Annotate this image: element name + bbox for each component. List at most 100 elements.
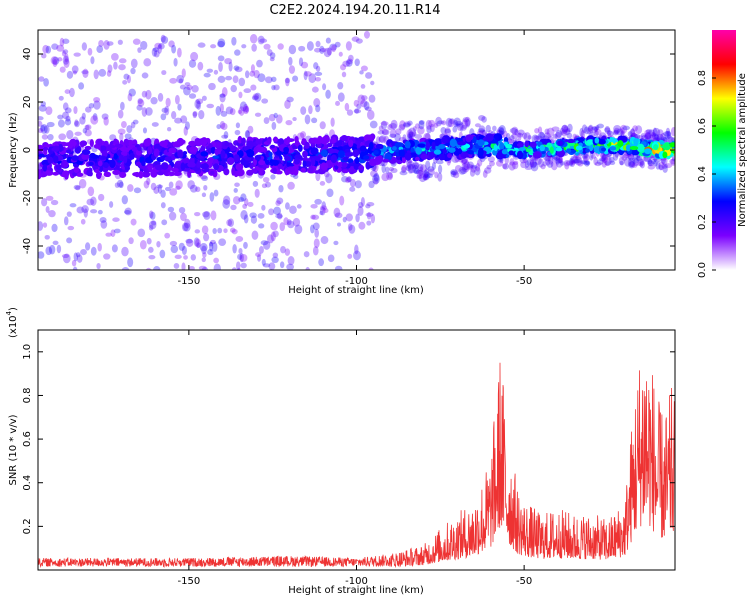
heatmap-cell [223, 131, 229, 139]
heatmap-cell [440, 127, 447, 134]
heatmap-cell [217, 55, 225, 62]
heatmap-cell [90, 209, 98, 214]
heatmap-cell [425, 119, 432, 130]
heatmap-cell [320, 205, 328, 211]
heatmap-cell [220, 122, 228, 131]
heatmap-cell [453, 117, 461, 127]
heatmap-cell [637, 161, 642, 167]
heatmap-cell [217, 40, 225, 48]
heatmap-cell [360, 99, 368, 108]
heatmap-cell [534, 156, 542, 165]
heatmap-cell [234, 129, 241, 136]
heatmap-cell [407, 120, 413, 126]
heatmap-cell [240, 193, 247, 202]
heatmap-cell [263, 240, 271, 250]
heatmap-cell [121, 267, 130, 270]
heatmap-cell [390, 167, 398, 174]
heatmap-cell [628, 157, 636, 168]
heatmap-cell [537, 131, 546, 141]
heatmap-cell [98, 155, 107, 160]
heatmap-cell [286, 136, 291, 144]
heatmap-cell [357, 94, 365, 105]
heatmap-cell [238, 77, 246, 87]
heatmap-cell [563, 126, 569, 133]
heatmap-cell [106, 70, 112, 77]
heatmap-cell [200, 163, 209, 170]
heatmap-cell [596, 159, 604, 165]
heatmap-cell [78, 178, 87, 189]
heatmap-cell [109, 273, 116, 278]
heatmap-cell [249, 212, 257, 219]
svg-text:(x104): (x104) [5, 307, 19, 338]
heatmap-cell [413, 168, 420, 175]
heatmap-cell [349, 162, 356, 167]
heatmap-cell [594, 137, 600, 144]
y-tick-label: 20 [22, 96, 33, 109]
heatmap-cell [586, 139, 595, 145]
heatmap-cell [334, 212, 343, 219]
heatmap-cell [38, 221, 44, 231]
heatmap-cell [468, 150, 474, 155]
heatmap-cell [67, 142, 74, 149]
heatmap-cell [157, 92, 164, 102]
heatmap-cell [208, 143, 213, 148]
heatmap-cell [201, 267, 209, 270]
heatmap-cell [219, 93, 226, 98]
heatmap-cell [135, 149, 142, 156]
heatmap-cell [414, 156, 420, 161]
heatmap-cell [233, 65, 240, 71]
heatmap-cell [616, 128, 624, 136]
heatmap-cell [357, 201, 364, 209]
heatmap-cell [360, 84, 366, 89]
heatmap-cell [186, 238, 194, 248]
heatmap-cell [280, 245, 286, 254]
heatmap-cell [232, 196, 241, 205]
heatmap-cell [354, 156, 360, 165]
heatmap-cell [429, 123, 435, 133]
heatmap-cell [595, 125, 600, 130]
x-tick-label: -100 [345, 276, 368, 287]
heatmap-cell [477, 158, 483, 167]
heatmap-cell [183, 86, 191, 96]
heatmap-cell [98, 39, 104, 47]
heatmap-cell [303, 70, 308, 81]
heatmap-cell [215, 105, 221, 116]
heatmap-cell [184, 218, 191, 229]
heatmap-cell [51, 43, 59, 50]
heatmap-cell [499, 130, 505, 135]
heatmap-cell [239, 253, 248, 262]
heatmap-cell [302, 150, 308, 158]
heatmap-cell [602, 154, 608, 163]
heatmap-cell [129, 270, 133, 278]
heatmap-cell [270, 144, 275, 149]
heatmap-cell [40, 271, 45, 281]
heatmap-cell [181, 222, 189, 232]
heatmap-cell [62, 38, 70, 44]
heatmap-cell [539, 132, 545, 139]
heatmap-cell [618, 156, 625, 166]
heatmap-cell [573, 158, 581, 164]
heatmap-cell [354, 108, 360, 114]
heatmap-cell [310, 147, 319, 155]
heatmap-cell [647, 160, 655, 167]
heatmap-cell [78, 82, 85, 90]
heatmap-cell [147, 146, 153, 155]
heatmap-cell [450, 170, 459, 176]
heatmap-cell [126, 74, 131, 84]
snr-line [38, 362, 675, 568]
heatmap-cell [662, 164, 668, 173]
heatmap-cell [381, 173, 390, 182]
heatmap-cell [456, 123, 463, 131]
heatmap-cell [41, 198, 48, 207]
heatmap-cell [172, 171, 182, 176]
heatmap-cell [52, 59, 58, 68]
heatmap-cell [370, 80, 375, 86]
heatmap-cell [477, 128, 485, 133]
heatmap-cell [38, 251, 45, 259]
heatmap-cell [313, 62, 319, 70]
heatmap-cell [601, 147, 607, 152]
heatmap-cell [358, 221, 366, 230]
heatmap-cell [625, 144, 631, 152]
heatmap-cell [153, 50, 160, 58]
heatmap-cell [169, 240, 178, 247]
